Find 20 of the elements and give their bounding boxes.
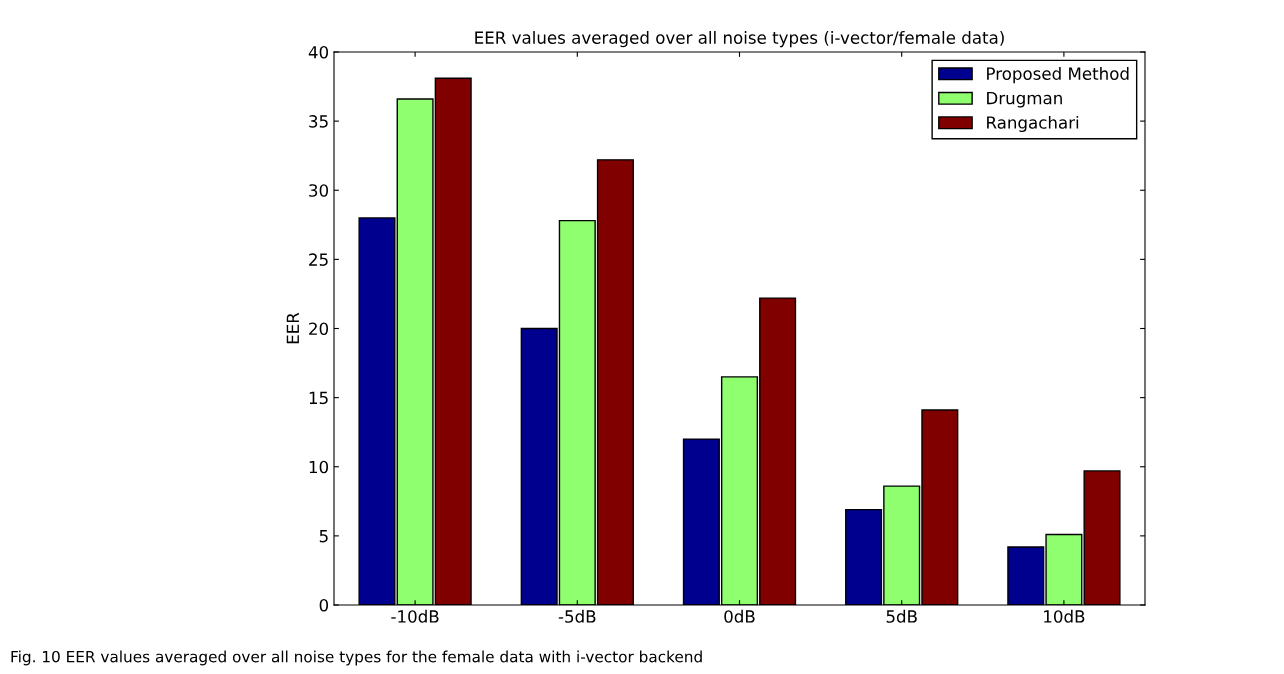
y-axis-title: EER — [286, 312, 299, 344]
x-tick-label: 5dB — [886, 609, 917, 623]
chart-title: EER values averaged over all noise types (i-vector/female data) — [475, 31, 1004, 48]
x-tick-label: -10dB — [391, 609, 439, 623]
caption: Fig. 10 EER values averaged over all noise types for the female data with i-vector backend — [11, 650, 702, 666]
legend-label: Rangachari — [987, 115, 1079, 133]
y-tick-label: 15 — [309, 391, 328, 405]
x-tick-label: 10dB — [1044, 609, 1085, 623]
legend-label: Proposed Method — [987, 67, 1129, 84]
y-tick-label: 40 — [308, 45, 329, 59]
y-tick-label: 10 — [309, 460, 329, 474]
legend-label: Drugman — [987, 91, 1062, 108]
y-tick-label: 20 — [309, 322, 329, 336]
y-tick-label: 30 — [309, 184, 329, 197]
x-tick-label: -5dB — [558, 609, 596, 623]
y-tick-label: 35 — [309, 115, 328, 128]
y-tick-label: 0 — [319, 598, 329, 612]
x-tick-label: 0dB — [724, 609, 755, 623]
y-tick-label: 25 — [309, 253, 328, 266]
y-tick-label: 5 — [319, 530, 328, 543]
